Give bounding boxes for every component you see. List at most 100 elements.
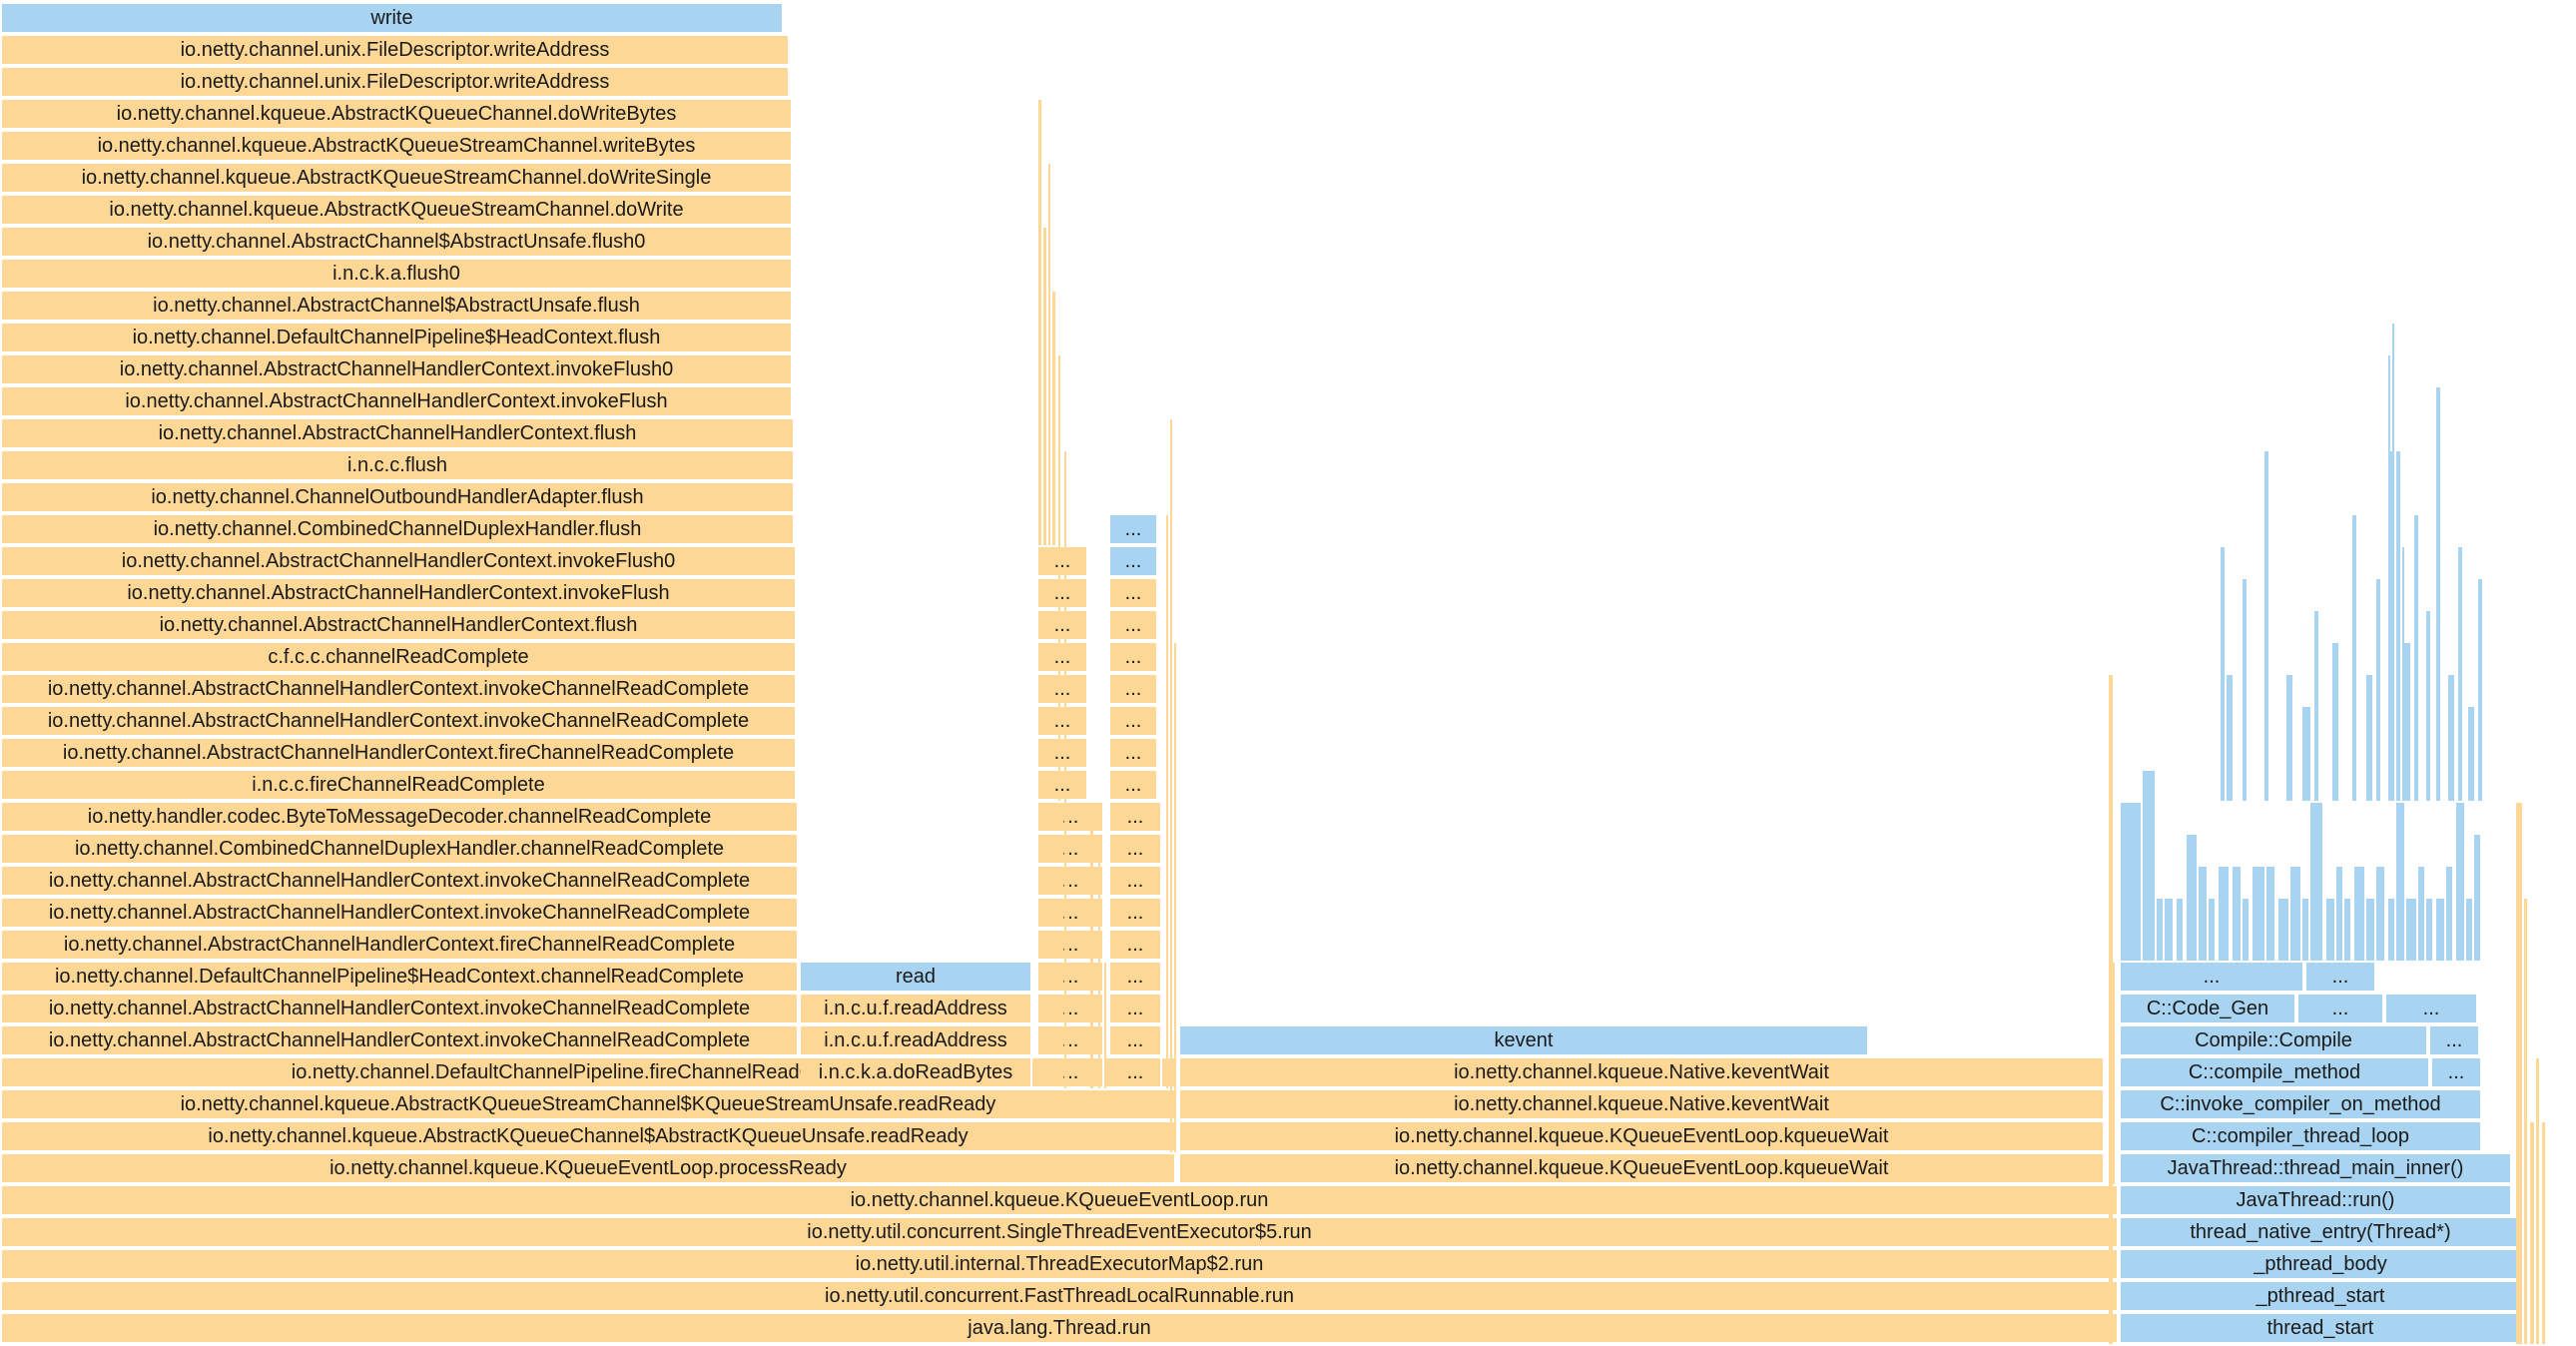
- frame-sliver[interactable]: [2516, 803, 2522, 1344]
- frame-thread-native-entry-thread[interactable]: thread_native_entry(Thread*): [2121, 1218, 2522, 1248]
- frame-io-netty-handler-codec-bytetomessagedecoder-channelreadcomplete[interactable]: io.netty.handler.codec.ByteToMessageDeco…: [2, 803, 799, 833]
- frame-sliver[interactable]: [2219, 867, 2229, 961]
- frame-sliver[interactable]: [2406, 899, 2416, 961]
- frame-sliver[interactable]: [2209, 899, 2215, 961]
- frame-io-netty-channel-abstractchannelhandlercontext-invokeflush0[interactable]: io.netty.channel.AbstractChannelHandlerC…: [2, 355, 793, 385]
- frame-sliver[interactable]: [2388, 899, 2394, 961]
- frame-sliver[interactable]: [2404, 643, 2410, 801]
- frame-sliver[interactable]: [2352, 515, 2356, 801]
- frame-io-netty-channel-kqueue-abstractkqueuestreamchannel-dowritesingle[interactable]: io.netty.channel.kqueue.AbstractKQueueSt…: [2, 164, 793, 194]
- frame-io-netty-channel-abstractchannelhandlercontext-flush[interactable]: io.netty.channel.AbstractChannelHandlerC…: [2, 419, 795, 449]
- frame-sliver[interactable]: [2392, 324, 2394, 801]
- frame-collapsed[interactable]: ...: [1038, 707, 1088, 737]
- frame-sliver[interactable]: [2468, 707, 2474, 801]
- frame-sliver[interactable]: [2177, 899, 2183, 961]
- frame-pthread-start[interactable]: _pthread_start: [2121, 1282, 2522, 1312]
- frame-collapsed[interactable]: ...: [1038, 803, 1104, 833]
- frame-collapsed[interactable]: ...: [1038, 579, 1088, 609]
- frame-collapsed[interactable]: ...: [1110, 707, 1158, 737]
- frame-collapsed[interactable]: ...: [2121, 963, 2304, 993]
- frame-collapsed[interactable]: ...: [1110, 803, 1162, 833]
- frame-sliver[interactable]: [2458, 547, 2462, 801]
- frame-sliver[interactable]: [2366, 675, 2372, 801]
- frame-collapsed[interactable]: ...: [1038, 771, 1088, 801]
- frame-collapsed[interactable]: ...: [1110, 515, 1158, 545]
- frame-io-netty-channel-kqueue-abstractkqueuestreamchannel-dowrite[interactable]: io.netty.channel.kqueue.AbstractKQueueSt…: [2, 196, 793, 226]
- frame-sliver[interactable]: [2264, 451, 2268, 801]
- frame-collapsed[interactable]: ...: [1110, 547, 1158, 577]
- frame-io-netty-channel-abstractchannelhandlercontext-invokechannelreadcomplete[interactable]: io.netty.channel.AbstractChannelHandlerC…: [2, 675, 797, 705]
- frame-sliver[interactable]: [2388, 355, 2390, 801]
- frame-compile-compile[interactable]: Compile::Compile: [2121, 1026, 2428, 1056]
- frame-sliver[interactable]: [2143, 771, 2155, 961]
- frame-sliver[interactable]: [2426, 899, 2432, 961]
- frame-kevent[interactable]: kevent: [1180, 1026, 1869, 1056]
- frame-thread-start[interactable]: thread_start: [2121, 1314, 2522, 1344]
- frame-collapsed[interactable]: ...: [1110, 611, 1158, 641]
- frame-sliver[interactable]: [1098, 835, 1100, 1088]
- frame-sliver[interactable]: [2310, 803, 2322, 961]
- frame-sliver[interactable]: [2109, 675, 2113, 1344]
- frame-sliver[interactable]: [1170, 419, 1172, 1152]
- frame-sliver[interactable]: [2227, 675, 2233, 801]
- frame-collapsed[interactable]: ...: [1038, 643, 1088, 673]
- frame-io-netty-channel-kqueue-kqueueeventloop-kqueuewait[interactable]: io.netty.channel.kqueue.KQueueEventLoop.…: [1180, 1122, 2105, 1152]
- frame-sliver[interactable]: [2376, 579, 2380, 801]
- frame-sliver[interactable]: [2530, 1122, 2534, 1344]
- frame-io-netty-channel-abstractchannelhandlercontext-invokechannelreadcomplete[interactable]: io.netty.channel.AbstractChannelHandlerC…: [2, 867, 799, 897]
- frame-sliver[interactable]: [1090, 803, 1093, 1088]
- frame-io-netty-channel-kqueue-native-keventwait[interactable]: io.netty.channel.kqueue.Native.keventWai…: [1180, 1058, 2105, 1088]
- frame-io-netty-channel-abstractchannel-abstractunsafe-flush0[interactable]: io.netty.channel.AbstractChannel$Abstrac…: [2, 228, 793, 258]
- frame-sliver[interactable]: [2396, 803, 2404, 961]
- frame-collapsed[interactable]: ...: [1110, 579, 1158, 609]
- frame-io-netty-channel-abstractchannelhandlercontext-invokechannelreadcomplete[interactable]: io.netty.channel.AbstractChannelHandlerC…: [2, 995, 799, 1024]
- frame-collapsed[interactable]: ...: [1038, 675, 1088, 705]
- frame-collapsed[interactable]: ...: [1110, 867, 1162, 897]
- frame-sliver[interactable]: [2402, 547, 2404, 801]
- frame-sliver[interactable]: [2233, 867, 2241, 961]
- frame-read[interactable]: read: [801, 963, 1032, 993]
- frame-i-n-c-u-f-readaddress[interactable]: i.n.c.u.f.readAddress: [801, 995, 1032, 1024]
- frame-collapsed[interactable]: ...: [1038, 1058, 1104, 1088]
- frame-io-netty-channel-kqueue-kqueueeventloop-processready[interactable]: io.netty.channel.kqueue.KQueueEventLoop.…: [2, 1154, 1176, 1184]
- frame-sliver[interactable]: [2286, 675, 2292, 801]
- frame-io-netty-channel-combinedchannelduplexhandler-channelreadcomplete[interactable]: io.netty.channel.CombinedChannelDuplexHa…: [2, 835, 799, 865]
- frame-io-netty-channel-kqueue-abstractkqueuechannel-dowritebytes[interactable]: io.netty.channel.kqueue.AbstractKQueueCh…: [2, 100, 793, 130]
- frame-sliver[interactable]: [2326, 899, 2334, 961]
- frame-sliver[interactable]: [2446, 867, 2452, 961]
- frame-sliver[interactable]: [1043, 228, 1046, 545]
- frame-collapsed[interactable]: ...: [2298, 995, 2384, 1024]
- frame-c-compile-method[interactable]: C::compile_method: [2121, 1058, 2430, 1088]
- frame-c-f-c-c-channelreadcomplete[interactable]: c.f.c.c.channelReadComplete: [2, 643, 797, 673]
- frame-collapsed[interactable]: ...: [1038, 995, 1104, 1024]
- frame-c-code-gen[interactable]: C::Code_Gen: [2121, 995, 2296, 1024]
- frame-sliver[interactable]: [1048, 164, 1050, 545]
- frame-sliver[interactable]: [2165, 899, 2173, 961]
- frame-sliver[interactable]: [1104, 963, 1106, 1088]
- frame-i-n-c-c-flush[interactable]: i.n.c.c.flush: [2, 451, 795, 481]
- frame-i-n-c-c-firechannelreadcomplete[interactable]: i.n.c.c.fireChannelReadComplete: [2, 771, 797, 801]
- frame-io-netty-channel-abstractchannel-abstractunsafe-flush[interactable]: io.netty.channel.AbstractChannel$Abstrac…: [2, 292, 793, 322]
- frame-c-invoke-compiler-on-method[interactable]: C::invoke_compiler_on_method: [2121, 1090, 2482, 1120]
- frame-sliver[interactable]: [2253, 867, 2264, 961]
- frame-sliver[interactable]: [2474, 835, 2480, 961]
- frame-collapsed[interactable]: ...: [1038, 963, 1104, 993]
- frame-pthread-body[interactable]: _pthread_body: [2121, 1250, 2522, 1280]
- frame-sliver[interactable]: [1038, 100, 1041, 545]
- frame-io-netty-channel-kqueue-abstractkqueuestreamchannel-writebytes[interactable]: io.netty.channel.kqueue.AbstractKQueueSt…: [2, 132, 793, 162]
- frame-sliver[interactable]: [2414, 515, 2418, 801]
- frame-c-compiler-thread-loop[interactable]: C::compiler_thread_loop: [2121, 1122, 2482, 1152]
- frame-collapsed[interactable]: ...: [1110, 931, 1162, 961]
- frame-io-netty-channel-kqueue-kqueueeventloop-kqueuewait[interactable]: io.netty.channel.kqueue.KQueueEventLoop.…: [1180, 1154, 2105, 1184]
- frame-sliver[interactable]: [2302, 707, 2310, 801]
- frame-collapsed[interactable]: ...: [1038, 611, 1088, 641]
- frame-io-netty-util-concurrent-fastthreadlocalrunnable-run[interactable]: io.netty.util.concurrent.FastThreadLocal…: [2, 1282, 2119, 1312]
- frame-io-netty-channel-unix-filedescriptor-writeaddress[interactable]: io.netty.channel.unix.FileDescriptor.wri…: [2, 36, 790, 66]
- frame-sliver[interactable]: [1058, 355, 1060, 801]
- frame-io-netty-channel-kqueue-kqueueeventloop-run[interactable]: io.netty.channel.kqueue.KQueueEventLoop.…: [2, 1186, 2119, 1216]
- frame-java-lang-thread-run[interactable]: java.lang.Thread.run: [2, 1314, 2119, 1344]
- frame-sliver[interactable]: [2354, 867, 2364, 961]
- frame-collapsed[interactable]: ...: [1110, 675, 1158, 705]
- frame-collapsed[interactable]: ...: [1110, 1026, 1162, 1056]
- frame-collapsed[interactable]: ...: [1110, 771, 1158, 801]
